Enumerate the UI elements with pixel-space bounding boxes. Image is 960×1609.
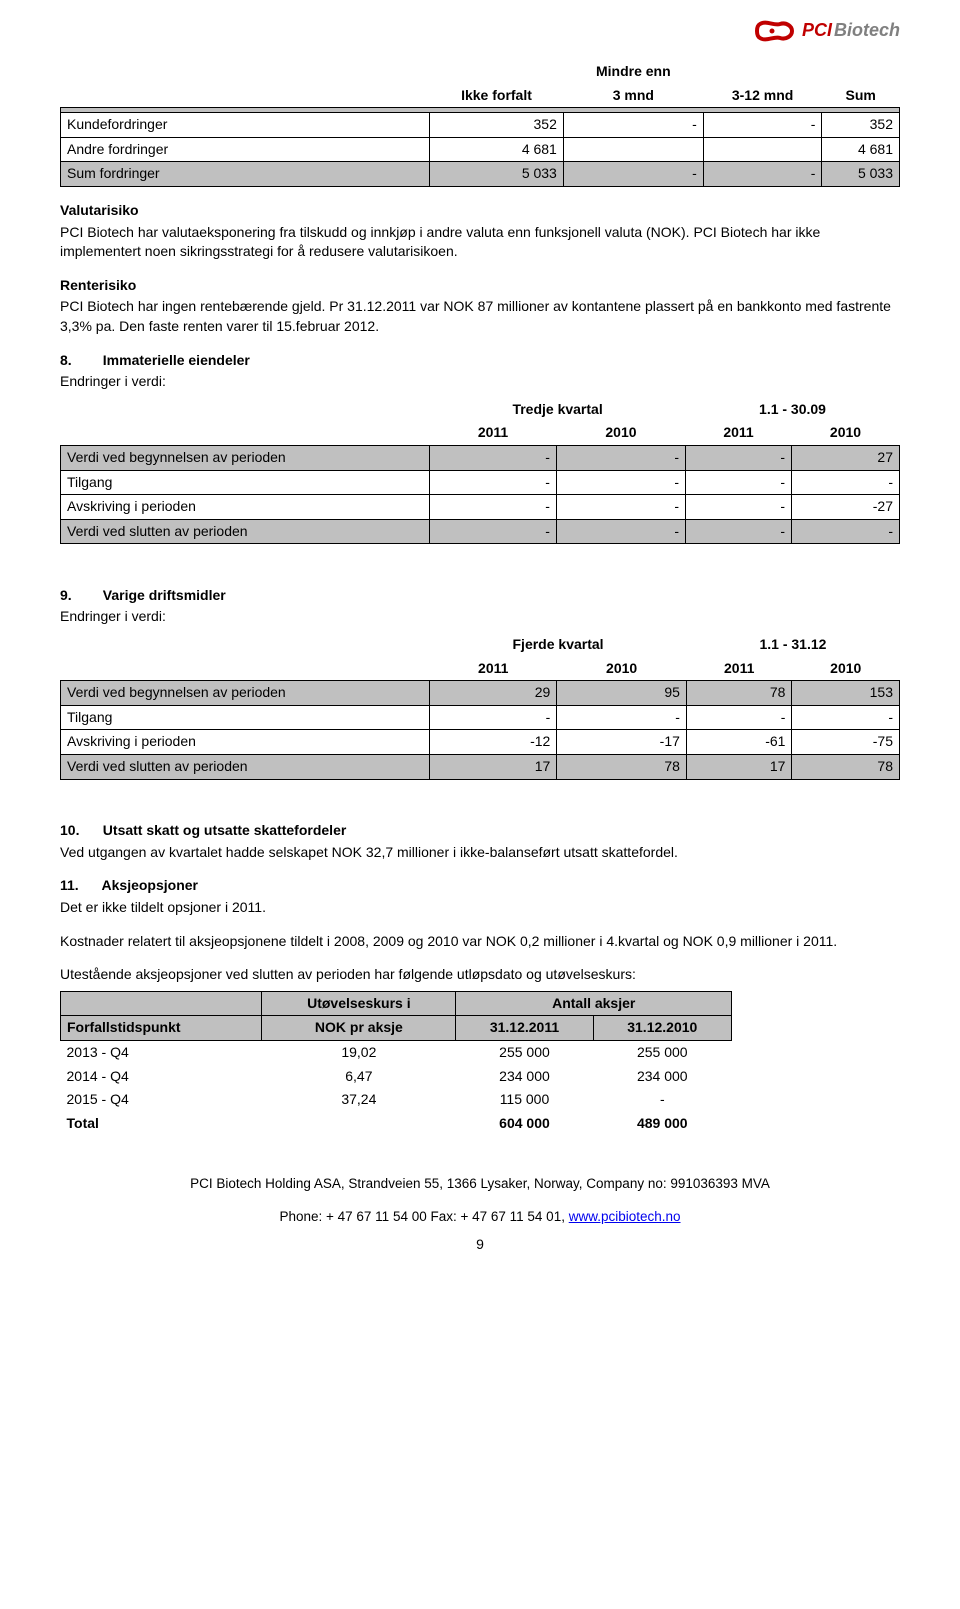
table-row: Tilgang---- — [61, 470, 900, 495]
section11-line3: Utestående aksjeopsjoner ved slutten av … — [60, 965, 900, 985]
col-header: 1.1 - 31.12 — [686, 633, 899, 657]
col-header: Mindre enn — [563, 60, 703, 84]
section8-sub: Endringer i verdi: — [60, 372, 900, 392]
logo-text-pci: PCI — [802, 20, 832, 40]
section11-line2: Kostnader relatert til aksjeopsjonene ti… — [60, 932, 900, 952]
table-row: Verdi ved begynnelsen av perioden---27 — [61, 445, 900, 470]
table-row: Verdi ved slutten av perioden---- — [61, 519, 900, 544]
table-row: Sum fordringer5 033--5 033 — [61, 162, 900, 187]
table-row: 2013 - Q419,02255 000255 000 — [61, 1040, 732, 1064]
section9-heading: 9. Varige driftsmidler — [60, 586, 900, 606]
col-header: Utøvelseskurs i — [262, 991, 456, 1016]
col-header: 3 mnd — [563, 84, 703, 108]
section8-heading: 8. Immaterielle eiendeler — [60, 351, 900, 371]
footer-link[interactable]: www.pcibiotech.no — [569, 1209, 681, 1224]
col-header: 2011 — [430, 657, 557, 681]
options-table: Utøvelseskurs i Antall aksjer Forfallsti… — [60, 991, 732, 1136]
footer-line1: PCI Biotech Holding ASA, Strandveien 55,… — [60, 1175, 900, 1194]
valutarisiko-heading: Valutarisiko — [60, 201, 900, 221]
col-header: 2010 — [792, 657, 900, 681]
section11-heading: 11. Aksjeopsjoner — [60, 876, 900, 896]
col-header: 3-12 mnd — [703, 84, 822, 108]
footer-line2a: Phone: + 47 67 11 54 00 Fax: + 47 67 11 … — [279, 1209, 568, 1224]
col-header: Forfallstidspunkt — [61, 1016, 262, 1041]
col-header: NOK pr aksje — [262, 1016, 456, 1041]
section10-text: Ved utgangen av kvartalet hadde selskape… — [60, 843, 900, 863]
col-header: 2011 — [686, 421, 792, 445]
col-header: 2010 — [792, 421, 900, 445]
logo-icon — [752, 14, 796, 48]
col-header: Ikke forfalt — [430, 84, 564, 108]
col-header: 1.1 - 30.09 — [686, 398, 900, 422]
table-row: Kundefordringer352--352 — [61, 113, 900, 138]
col-header: Sum — [822, 84, 900, 108]
intangibles-table: Tredje kvartal 1.1 - 30.09 2011 2010 201… — [60, 398, 900, 545]
table-row: Tilgang---- — [61, 705, 900, 730]
table-row: Verdi ved begynnelsen av perioden2995781… — [61, 681, 900, 706]
section11-line1: Det er ikke tildelt opsjoner i 2011. — [60, 898, 900, 918]
table-row: Avskriving i perioden----27 — [61, 495, 900, 520]
table-row: Andre fordringer4 6814 681 — [61, 137, 900, 162]
table-row: 2014 - Q46,47234 000234 000 — [61, 1065, 732, 1089]
col-header: 2010 — [556, 421, 685, 445]
section10-heading: 10. Utsatt skatt og utsatte skattefordel… — [60, 821, 900, 841]
valutarisiko-text: PCI Biotech har valutaeksponering fra ti… — [60, 223, 900, 262]
fixedassets-table: Fjerde kvartal 1.1 - 31.12 2011 2010 201… — [60, 633, 900, 780]
page-number: 9 — [60, 1235, 900, 1255]
section9-sub: Endringer i verdi: — [60, 607, 900, 627]
col-header: Antall aksjer — [456, 991, 732, 1016]
table-row: 2015 - Q437,24115 000- — [61, 1088, 732, 1112]
table-row: Total604 000489 000 — [61, 1112, 732, 1136]
col-header: 2011 — [686, 657, 792, 681]
renterisiko-text: PCI Biotech har ingen rentebærende gjeld… — [60, 297, 900, 336]
aging-table: Mindre enn Ikke forfalt 3 mnd 3-12 mnd S… — [60, 60, 900, 187]
col-header: 31.12.2010 — [593, 1016, 731, 1041]
table-row: Verdi ved slutten av perioden17781778 — [61, 755, 900, 780]
table-row: Avskriving i perioden-12-17-61-75 — [61, 730, 900, 755]
col-header: 31.12.2011 — [456, 1016, 593, 1041]
col-header: 2011 — [430, 421, 557, 445]
col-header: Tredje kvartal — [430, 398, 686, 422]
renterisiko-heading: Renterisiko — [60, 276, 900, 296]
logo-text-biotech: Biotech — [834, 20, 900, 40]
col-header: Fjerde kvartal — [430, 633, 687, 657]
col-header: 2010 — [557, 657, 687, 681]
company-logo: PCIBiotech — [752, 14, 900, 54]
